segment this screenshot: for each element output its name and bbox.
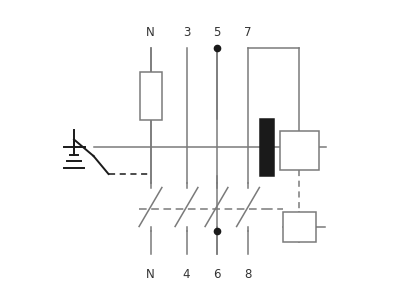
- Text: N: N: [146, 268, 155, 281]
- Text: 8: 8: [244, 268, 252, 281]
- Text: 6: 6: [213, 268, 220, 281]
- Bar: [280, 130, 318, 170]
- Text: N: N: [146, 26, 155, 39]
- Text: 7: 7: [244, 26, 252, 39]
- Bar: [260, 118, 274, 176]
- Text: 3: 3: [183, 26, 190, 39]
- Bar: [282, 212, 316, 242]
- Bar: [140, 72, 162, 120]
- Text: 4: 4: [183, 268, 190, 281]
- Text: 5: 5: [213, 26, 220, 39]
